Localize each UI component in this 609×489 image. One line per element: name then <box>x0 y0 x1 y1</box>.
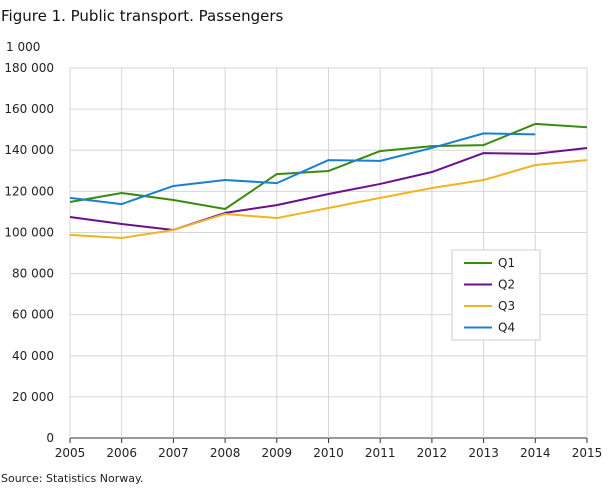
x-tick-label: 2011 <box>365 446 396 460</box>
y-tick-label: 160 000 <box>4 102 54 116</box>
x-tick-label: 2008 <box>210 446 241 460</box>
x-tick-label: 2012 <box>417 446 448 460</box>
y-tick-label: 20 000 <box>12 390 54 404</box>
legend-label-q2: Q2 <box>498 278 515 292</box>
x-tick-label: 2005 <box>55 446 86 460</box>
y-tick-label: 60 000 <box>12 308 54 322</box>
x-tick-label: 2014 <box>520 446 551 460</box>
series-line-q1 <box>69 122 588 211</box>
series-line-q4 <box>69 132 536 206</box>
x-tick-label: 2006 <box>106 446 137 460</box>
x-tick-label: 2015 <box>572 446 603 460</box>
legend-label-q4: Q4 <box>498 321 515 335</box>
legend-box <box>451 249 541 341</box>
y-axis-unit-label: 1 000 <box>6 40 41 54</box>
source-note: Source: Statistics Norway. <box>1 472 144 485</box>
y-tick-label: 100 000 <box>4 225 54 239</box>
x-tick-label: 2013 <box>468 446 499 460</box>
x-tick-label: 2009 <box>262 446 293 460</box>
x-tick-label: 2007 <box>158 446 189 460</box>
series-line-q2 <box>69 146 588 231</box>
y-tick-label: 80 000 <box>12 267 54 281</box>
legend-label-q1: Q1 <box>498 256 515 270</box>
legend-label-q3: Q3 <box>498 299 515 313</box>
y-tick-label: 140 000 <box>4 143 54 157</box>
series-line-q3 <box>69 159 588 239</box>
y-tick-label: 40 000 <box>12 349 54 363</box>
y-tick-label: 120 000 <box>4 184 54 198</box>
x-tick-label: 2010 <box>313 446 344 460</box>
chart-title: Figure 1. Public transport. Passengers <box>1 7 284 25</box>
y-tick-label: 180 000 <box>4 61 54 75</box>
y-tick-label: 0 <box>46 431 54 445</box>
